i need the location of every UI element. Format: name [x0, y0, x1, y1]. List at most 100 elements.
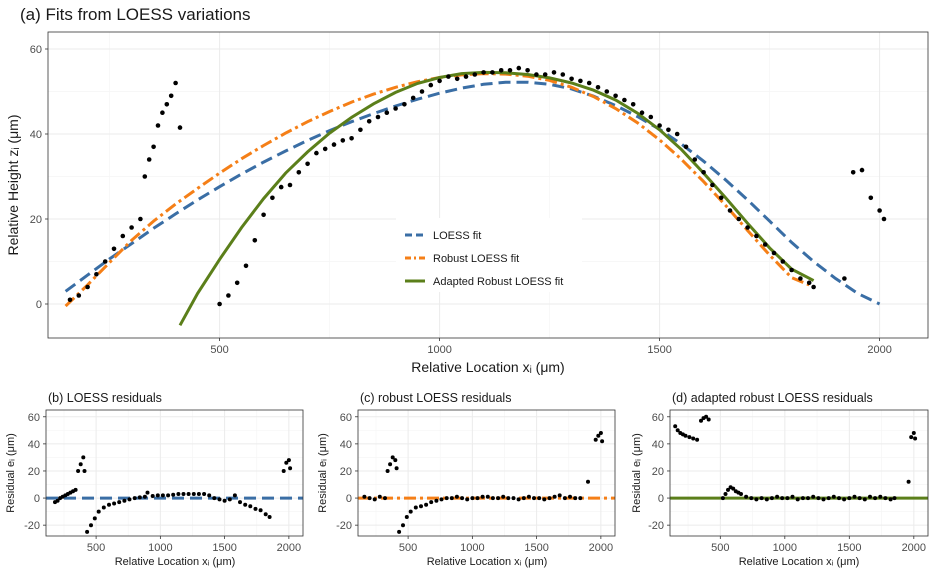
y-tick-label: 0 [34, 493, 40, 505]
data-point [790, 494, 795, 499]
data-point [868, 195, 874, 201]
panel-d-xlabel: Relative Location xᵢ (μm) [739, 556, 860, 568]
data-point [586, 80, 592, 86]
data-point [496, 496, 501, 501]
panel-a-ylabel: Relative Height zᵢ (μm) [5, 115, 21, 256]
y-tick-label: 40 [652, 439, 664, 451]
data-point [573, 496, 578, 501]
series-line-0 [64, 80, 881, 306]
data-point [232, 493, 237, 498]
data-point [726, 487, 730, 492]
data-point [795, 497, 800, 502]
data-point [542, 497, 547, 502]
data-point [253, 506, 258, 511]
legend-label-adapted: Adapted Robust LOESS fit [433, 276, 563, 288]
data-point [404, 515, 409, 519]
data-point [578, 496, 583, 501]
panel-d: (d) adapted robust LOESS residuals 500 10… [631, 391, 929, 568]
data-point [534, 72, 539, 77]
panel-d-background [670, 410, 928, 536]
data-point [913, 436, 918, 441]
panel-b-xlabel: Relative Location xᵢ (μm) [115, 556, 236, 568]
data-point [547, 496, 552, 501]
x-tick-label: 500 [399, 542, 417, 554]
data-point [806, 280, 812, 286]
data-point [454, 494, 459, 499]
legend-box [396, 218, 582, 292]
legend-label-loess: LOESS fit [433, 230, 481, 242]
data-point [375, 114, 381, 120]
data-point [526, 494, 531, 499]
data-point [501, 494, 506, 499]
panel-c-title: (c) robust LOESS residuals [360, 391, 511, 405]
data-point [557, 493, 562, 498]
data-point [537, 496, 542, 501]
data-point [284, 460, 289, 465]
y-tick-label: -20 [648, 520, 664, 532]
data-point [598, 431, 603, 435]
data-point [862, 497, 867, 502]
data-point [470, 496, 475, 501]
data-point [164, 102, 170, 107]
data-point [666, 127, 671, 133]
x-tick-label: 1500 [212, 542, 236, 554]
data-point [81, 455, 86, 460]
panel-b-background [46, 410, 303, 536]
y-tick-label: -20 [336, 520, 352, 532]
data-point [485, 494, 490, 499]
data-point [101, 505, 106, 510]
data-point [76, 293, 82, 298]
x-tick-label: 1000 [427, 344, 451, 356]
data-point [428, 82, 434, 88]
x-tick-label: 2000 [867, 344, 891, 356]
data-point [137, 495, 142, 500]
data-point [160, 110, 165, 115]
data-point [842, 276, 847, 281]
data-point [521, 496, 526, 501]
y-tick-label: 40 [30, 129, 42, 141]
panel-a: (a) Fits from LOESS variations 500 1000 15… [5, 5, 929, 375]
data-point [267, 515, 272, 519]
data-point [498, 68, 504, 73]
data-point [155, 123, 161, 128]
x-tick-label: 500 [210, 344, 228, 356]
data-point [754, 233, 759, 239]
data-point [888, 497, 893, 502]
panel-a-xlabel: Relative Location xᵢ (μm) [411, 359, 564, 375]
data-point [413, 505, 418, 510]
data-point [562, 496, 567, 501]
data-point [769, 496, 774, 501]
y-tick-label: 60 [652, 412, 664, 424]
legend-label-robust: Robust LOESS fit [433, 253, 519, 265]
data-point [859, 167, 865, 173]
data-point [691, 436, 696, 441]
y-tick-label: 0 [658, 493, 664, 505]
data-point [532, 496, 536, 501]
data-point [868, 494, 872, 499]
data-point [102, 259, 108, 264]
data-point [657, 123, 662, 128]
data-point [780, 496, 785, 501]
data-point [785, 496, 790, 501]
data-point [852, 494, 857, 499]
data-point [145, 490, 150, 495]
data-point [212, 496, 217, 501]
data-point [465, 497, 470, 502]
data-point [745, 225, 750, 230]
data-point [701, 170, 706, 175]
panel-b-ylabel: Residual eᵢ (μm) [5, 433, 17, 513]
data-point [227, 497, 232, 502]
data-point [217, 497, 222, 502]
data-point [181, 492, 186, 496]
data-point [463, 74, 469, 79]
data-point [837, 496, 841, 501]
data-point [648, 114, 654, 120]
data-point [675, 428, 680, 433]
data-point [226, 293, 231, 298]
x-tick-label: 1500 [524, 542, 548, 554]
data-point [800, 496, 805, 501]
data-point [444, 496, 449, 501]
data-point [388, 462, 393, 467]
panel-a-title: (a) Fits from LOESS variations [20, 5, 251, 24]
data-point [439, 497, 444, 502]
